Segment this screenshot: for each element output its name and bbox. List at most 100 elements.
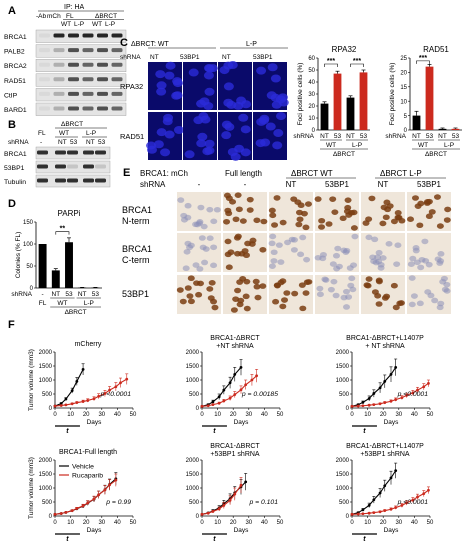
y-tick-label: 500 — [42, 392, 53, 398]
data-point — [217, 401, 221, 405]
a-col-wt1: WT — [61, 21, 71, 28]
group-label: WT — [57, 300, 67, 307]
y-tick-label: 0 — [196, 406, 200, 412]
e-cell — [343, 304, 351, 310]
panel-label-b: B — [8, 119, 16, 131]
data-point — [119, 381, 122, 385]
a-row-label: RAD51 — [4, 78, 26, 85]
a-blot-strip — [35, 44, 127, 58]
x-tick-label: 20 — [83, 520, 90, 526]
series-line — [54, 369, 84, 407]
chart-title: PARPi — [58, 209, 81, 218]
y-axis-label: Foci positive cells (%) — [389, 63, 396, 126]
significance-mark: ** — [60, 226, 66, 233]
x-tick-label: 53 — [334, 133, 342, 140]
c-nucleus — [184, 150, 195, 159]
x-tick-label: 40 — [411, 520, 418, 526]
c-nucleus — [230, 152, 241, 161]
b-band — [55, 178, 66, 183]
y-tick-label: 30 — [308, 92, 315, 98]
shrna-label: shRNA — [293, 133, 314, 140]
e-cell — [437, 300, 445, 307]
data-point — [92, 397, 96, 401]
e-full-length: Full length — [225, 169, 262, 178]
y-tick-label: 2000 — [186, 350, 200, 356]
chart-f1: mCherry 0 500 1000 1500 2000 0 10 20 30 40 50 Days Tu… — [28, 341, 137, 435]
e-cell — [269, 233, 277, 240]
c-nucleus — [165, 61, 176, 70]
series-line — [201, 481, 247, 515]
y-tick-label: 1500 — [336, 364, 350, 370]
y-axis-label: Foci positive cells (%) — [297, 63, 304, 126]
x-tick-label: 0 — [200, 412, 204, 418]
data-point — [206, 511, 210, 515]
shrna-label: shRNA — [11, 291, 32, 298]
c-nucleus — [200, 115, 211, 124]
e-mch: mCh — [171, 169, 188, 178]
a-band — [82, 48, 94, 53]
e-cell — [342, 249, 350, 255]
b-band — [83, 164, 94, 169]
x-tick-label: 53 — [92, 291, 100, 298]
c-header-dbrct-wt: ΔBRCT: WT — [131, 41, 169, 48]
a-blot-strip — [35, 102, 127, 116]
c-nucleus — [240, 125, 251, 134]
x-axis-label: Days — [234, 419, 250, 426]
e-cell — [327, 286, 335, 293]
e-cell — [244, 240, 252, 247]
x-tick-label: 40 — [411, 412, 418, 418]
e-cell — [198, 235, 206, 241]
data-point — [228, 396, 232, 400]
a-col-mch: mCh — [47, 13, 61, 20]
e-cell — [269, 212, 277, 219]
y-tick-label: 0 — [346, 406, 350, 412]
b-band — [67, 164, 78, 169]
y-tick-label: 1500 — [336, 472, 350, 478]
c-nucleus — [188, 68, 199, 77]
bar — [51, 270, 60, 288]
x-tick-label: 53 — [452, 133, 460, 140]
data-point — [383, 509, 387, 513]
b-band — [95, 164, 106, 169]
a-band — [68, 33, 79, 38]
bar — [333, 73, 342, 130]
e-cell — [368, 195, 376, 202]
b-header-dbrct: ΔBRCT — [61, 121, 83, 128]
y-tick-label: 2000 — [336, 350, 350, 356]
e-shrna-cols: - - NT 53BP1 NT 53BP1 — [198, 180, 442, 189]
bar — [359, 72, 368, 130]
e-cell — [395, 214, 403, 221]
a-band — [53, 48, 65, 53]
c-nucleus — [160, 148, 171, 157]
x-tick-label: 0 — [350, 412, 354, 418]
a-band — [39, 33, 50, 38]
e-cell — [375, 249, 383, 256]
data-point — [372, 511, 376, 515]
group-label: L-P — [444, 142, 454, 149]
chart-title: BRCA1-ΔBRCT+L1407P — [346, 443, 424, 450]
b-row-label: 53BP1 — [4, 165, 25, 172]
e-cell — [322, 277, 330, 283]
e-cell — [246, 196, 254, 203]
shared-label: ΔBRCT — [425, 151, 447, 158]
a-band — [53, 106, 65, 111]
e-cell — [428, 209, 436, 215]
data-point — [367, 397, 371, 400]
shared-label: ΔBRCT — [65, 309, 87, 316]
c-shrna-col: NT — [222, 54, 231, 61]
e-cell — [436, 223, 444, 229]
e-cell — [433, 194, 441, 200]
panel-label-f: F — [8, 319, 15, 331]
x-tick-label: 40 — [261, 520, 268, 526]
e-cell — [290, 247, 298, 253]
b-shrna-col: NT — [86, 139, 95, 146]
e-cell — [254, 294, 262, 301]
data-point — [64, 397, 68, 401]
e-cell — [196, 280, 204, 287]
a-band — [53, 62, 65, 67]
e-cell — [182, 265, 190, 272]
treatment-label: t — [66, 428, 69, 435]
data-point — [372, 392, 376, 395]
y-axis-label: Tumor volume (mm3) — [28, 457, 35, 519]
b-header-wt: WT — [59, 130, 69, 137]
